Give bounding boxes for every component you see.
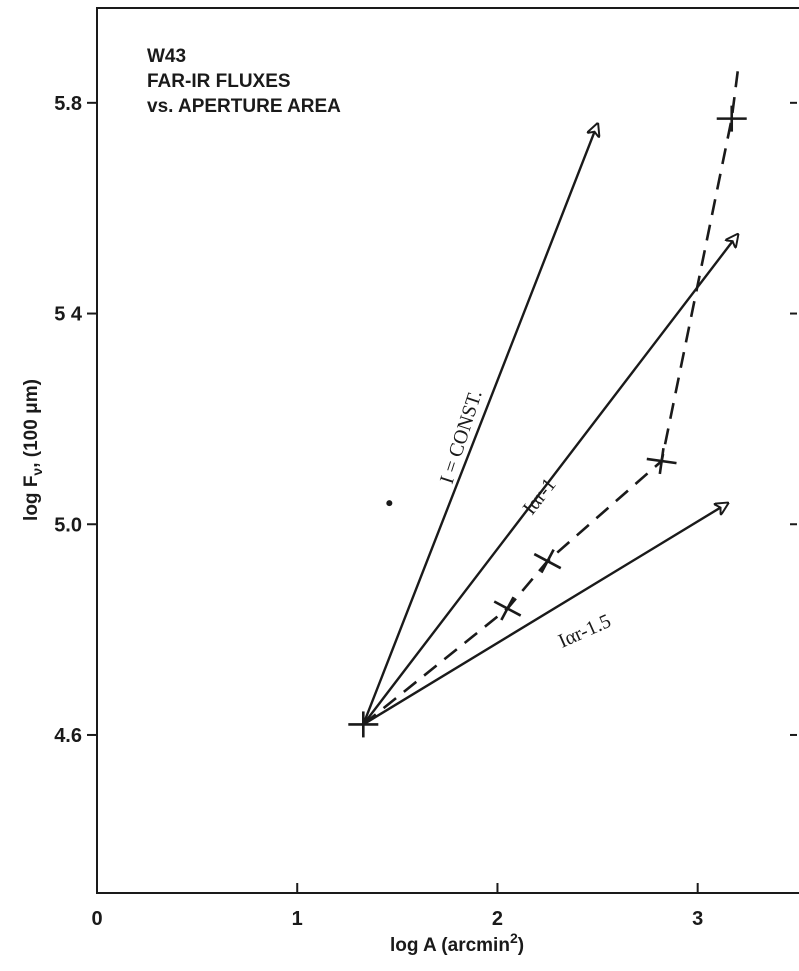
measured-point <box>646 447 677 475</box>
model-line-2 <box>362 235 737 726</box>
title-line-1: W43 <box>147 46 186 67</box>
model-lines <box>362 124 737 726</box>
y-axis-ticks: 4.6 5.0 5 4 5.8 <box>54 93 797 747</box>
x-tick-label: 2 <box>492 908 503 930</box>
x-tick-label: 0 <box>91 908 102 930</box>
y-tick-label: 5.8 <box>54 93 82 115</box>
chart-title: W43 FAR-IR FLUXES vs. APERTURE AREA <box>147 46 341 117</box>
y-tick-label: 5.0 <box>54 514 82 536</box>
x-tick-label: 3 <box>692 908 703 930</box>
x-axis-ticks: 0 1 2 3 <box>91 883 703 930</box>
measured-point <box>348 711 379 738</box>
stray-point <box>386 500 393 507</box>
title-line-2: FAR-IR FLUXES <box>147 71 291 92</box>
plot-frame <box>96 7 799 894</box>
model-line-3 <box>362 503 727 726</box>
title-line-3: vs. APERTURE AREA <box>147 96 341 117</box>
y-tick-label: 5 4 <box>54 304 83 326</box>
measured-point <box>493 596 522 621</box>
measured-point <box>716 105 747 132</box>
label-i-r-1-5: Iαr-1.5 <box>555 610 614 652</box>
model-line-1 <box>362 124 597 725</box>
measured-series <box>348 71 747 738</box>
measured-dashed-line <box>362 71 740 726</box>
x-axis-label: log A (arcmin2) <box>390 930 524 956</box>
label-i-const: I = CONST. <box>436 387 487 486</box>
y-tick-label: 4.6 <box>54 725 82 747</box>
x-tick-label: 1 <box>292 908 303 930</box>
y-axis-label: log Fν, (100 μm) <box>21 379 45 521</box>
measured-point <box>533 549 562 574</box>
